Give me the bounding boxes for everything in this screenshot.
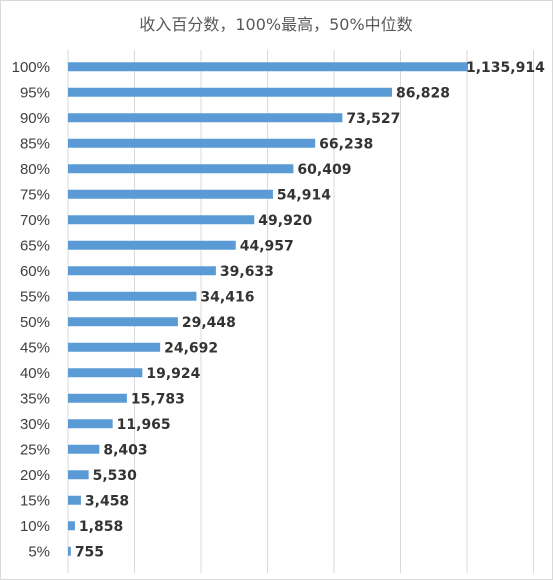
category-label: 30% (20, 416, 50, 433)
data-label: 54,914 (277, 187, 331, 203)
bar-45pct (68, 342, 161, 352)
data-label: 66,238 (319, 136, 373, 152)
category-label: 50% (20, 314, 50, 331)
data-label: 3,458 (85, 493, 129, 509)
data-label: 44,957 (240, 238, 294, 254)
bar-55pct (68, 291, 197, 301)
data-label: 34,416 (200, 289, 254, 305)
category-label: 60% (20, 263, 50, 280)
bar-20pct (68, 470, 89, 480)
data-label: 1,135,914 (466, 60, 545, 76)
bar-25pct (68, 444, 100, 454)
bar-85pct (68, 138, 316, 148)
data-labels: 1,135,914 86,828 73,527 66,238 60,409 54,914 4… (75, 60, 545, 561)
bar-30pct (68, 419, 113, 429)
category-label: 70% (20, 212, 50, 229)
data-label: 19,924 (146, 366, 200, 382)
chart-title: 收入百分数，100%最高，50%中位数 (139, 15, 412, 34)
category-label: 5% (28, 543, 50, 560)
category-label: 15% (20, 492, 50, 509)
category-label: 20% (20, 467, 50, 484)
category-label: 100% (12, 59, 50, 76)
bars (68, 62, 468, 556)
data-label: 11,965 (117, 417, 171, 433)
category-label: 90% (20, 110, 50, 127)
bar-100pct (68, 62, 468, 72)
category-label: 55% (20, 288, 50, 305)
bar-40pct (68, 368, 143, 378)
bar-90pct (68, 113, 343, 123)
data-label: 86,828 (396, 85, 450, 101)
data-label: 29,448 (182, 315, 236, 331)
data-label: 5,530 (93, 468, 138, 484)
category-label: 25% (20, 441, 50, 458)
bar-10pct (68, 521, 75, 531)
data-label: 60,409 (297, 162, 351, 178)
bar-65pct (68, 240, 236, 250)
data-label: 1,858 (79, 519, 123, 535)
bar-70pct (68, 215, 255, 225)
bar-60pct (68, 266, 216, 276)
data-label: 24,692 (164, 340, 218, 356)
bar-80pct (68, 164, 294, 174)
category-label: 95% (20, 84, 50, 101)
bar-5pct (68, 546, 71, 556)
category-label: 40% (20, 365, 50, 382)
bar-35pct (68, 393, 127, 403)
category-label: 80% (20, 161, 50, 178)
data-label: 8,403 (103, 442, 147, 458)
gridlines (67, 50, 534, 573)
data-label: 755 (75, 544, 104, 560)
category-label: 75% (20, 186, 50, 203)
bar-95pct (68, 87, 392, 97)
category-label: 85% (20, 135, 50, 152)
data-label: 73,527 (346, 111, 400, 127)
category-label: 65% (20, 237, 50, 254)
category-tick-labels: 100% 95% 90% 85% 80% 75% 70% 65% 60% 55% 50% 45% 40%… (12, 59, 50, 561)
bar-15pct (68, 495, 81, 505)
bar-50pct (68, 317, 178, 327)
data-label: 49,920 (258, 213, 312, 229)
data-label: 39,633 (220, 264, 274, 280)
bar-75pct (68, 189, 273, 199)
category-label: 10% (20, 518, 50, 535)
category-label: 45% (20, 339, 50, 356)
data-label: 15,783 (131, 391, 185, 407)
category-label: 35% (20, 390, 50, 407)
